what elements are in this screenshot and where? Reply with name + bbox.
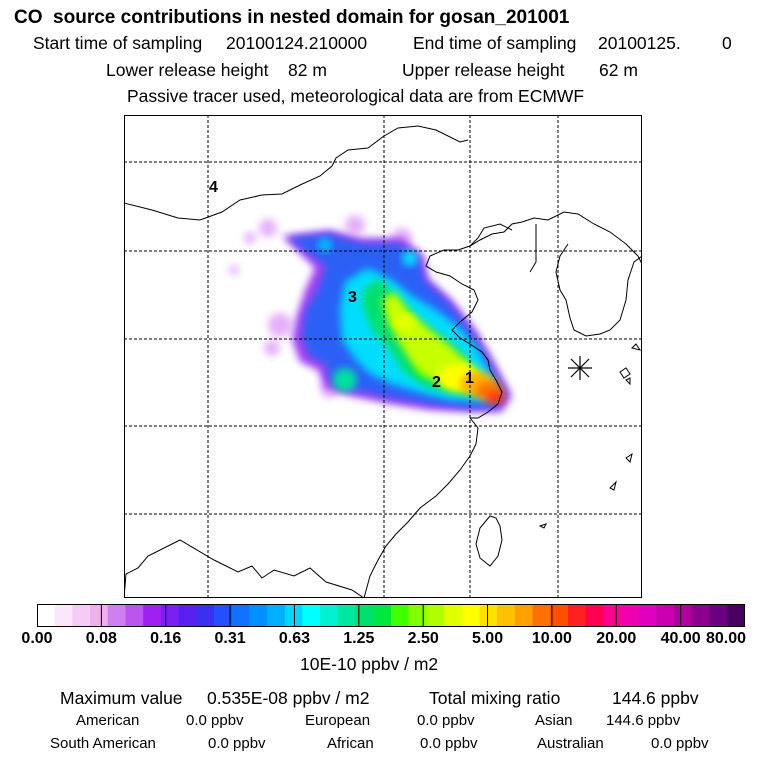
total-mixing-label: Total mixing ratio <box>429 688 561 708</box>
coastline-boundaries <box>124 125 642 598</box>
colorbar-cell <box>320 604 339 627</box>
colorbar-cell <box>638 604 657 627</box>
region-label-1: 1 <box>465 370 474 387</box>
colorbar-cell <box>532 604 551 627</box>
colorbar-cell <box>337 604 356 627</box>
colorbar-cell <box>37 604 56 627</box>
colorbar-tick-label: 5.00 <box>471 630 504 647</box>
asterisk-station-icon <box>568 356 592 380</box>
colorbar-cell <box>727 604 745 627</box>
colorbar-cell <box>514 604 533 627</box>
colorbar-tick-label: 0.31 <box>214 630 246 647</box>
end-sampling-suffix: 0 <box>722 33 732 53</box>
south-american-value: 0.0 ppbv <box>208 735 266 752</box>
colorbar <box>37 604 745 627</box>
map-frame <box>124 115 642 598</box>
colorbar-cell <box>160 604 179 627</box>
european-label: European <box>305 712 371 729</box>
south-american-label: South American <box>50 735 156 752</box>
region-label-4: 4 <box>209 179 218 196</box>
colorbar-cell <box>107 604 126 627</box>
colorbar-cell <box>373 604 392 627</box>
european-value: 0.0 ppbv <box>417 712 475 729</box>
colorbar-cell <box>267 604 286 627</box>
colorbar-cell <box>444 604 463 627</box>
colorbar-cell <box>231 604 250 627</box>
figure-title: CO source contributions in nested domain… <box>14 7 570 28</box>
colorbar-cell <box>497 604 516 627</box>
colorbar-cell <box>426 604 445 627</box>
colorbar-tick-label: 40.00 <box>660 630 701 647</box>
colorbar-cell <box>408 604 427 627</box>
colorbar-cell <box>90 604 109 627</box>
colorbar-tick-label: 1.25 <box>343 630 375 647</box>
colorbar-tick-label: 0.63 <box>278 630 311 647</box>
colorbar-cell <box>391 604 410 627</box>
colorbar-cell <box>709 604 728 627</box>
colorbar-tick-label: 0.16 <box>150 630 182 647</box>
max-value: 0.535E-08 ppbv / m2 <box>207 688 370 708</box>
colorbar-cell <box>621 604 640 627</box>
colorbar-tick-label: 10.00 <box>531 630 572 647</box>
colorbar-cell <box>691 604 710 627</box>
colorbar-unit: 10E-10 ppbv / m2 <box>300 654 439 674</box>
plume-field <box>229 215 512 412</box>
colorbar-cell <box>656 604 675 627</box>
colorbar-cell <box>284 604 303 627</box>
colorbar-cell <box>461 604 480 627</box>
upper-release-value: 62 m <box>599 60 638 80</box>
upper-release-label: Upper release height <box>402 60 565 80</box>
african-label: African <box>327 735 374 752</box>
colorbar-cell <box>550 604 569 627</box>
end-sampling-label: End time of sampling <box>413 33 577 53</box>
australian-label: Australian <box>537 735 604 752</box>
colorbar-tick-label: 0.00 <box>21 630 53 647</box>
colorbar-cell <box>302 604 321 627</box>
colorbar-cell <box>196 604 215 627</box>
lower-release-value: 82 m <box>288 60 327 80</box>
lower-release-label: Lower release height <box>106 60 269 80</box>
max-value-label: Maximum value <box>60 688 183 708</box>
australian-value: 0.0 ppbv <box>651 735 709 752</box>
colorbar-cell <box>249 604 268 627</box>
colorbar-cell <box>355 604 374 627</box>
asian-value: 144.6 ppbv <box>606 712 681 729</box>
american-value: 0.0 ppbv <box>186 712 244 729</box>
colorbar-tick-label: 2.50 <box>407 630 439 647</box>
colorbar-cell <box>603 604 622 627</box>
colorbar-cell <box>72 604 91 627</box>
colorbar-cell <box>143 604 162 627</box>
start-sampling-label: Start time of sampling <box>33 33 203 53</box>
asian-label: Asian <box>535 712 573 729</box>
colorbar-cell <box>585 604 604 627</box>
american-label: American <box>76 712 140 729</box>
african-value: 0.0 ppbv <box>420 735 478 752</box>
colorbar-tick-label: 80.00 <box>705 630 747 647</box>
colorbar-tick-label: 0.08 <box>85 630 117 647</box>
colorbar-cell <box>54 604 73 627</box>
end-sampling-value: 20100125. <box>598 33 681 53</box>
region-label-3: 3 <box>348 289 357 306</box>
total-mixing-value: 144.6 ppbv <box>612 688 699 708</box>
colorbar-tick-label: 20.00 <box>596 630 637 647</box>
graticule <box>124 115 642 598</box>
colorbar-cell <box>674 604 693 627</box>
colorbar-cell <box>479 604 498 627</box>
start-sampling-value: 20100124.210000 <box>226 33 368 53</box>
colorbar-cell <box>568 604 587 627</box>
colorbar-cell <box>214 604 233 627</box>
source-contribution-map: 4 3 2 1 <box>124 115 642 598</box>
colorbar-cell <box>178 604 197 627</box>
colorbar-cell <box>125 604 144 627</box>
tracer-note: Passive tracer used, meteorological data… <box>127 86 585 106</box>
region-label-2: 2 <box>432 374 441 391</box>
